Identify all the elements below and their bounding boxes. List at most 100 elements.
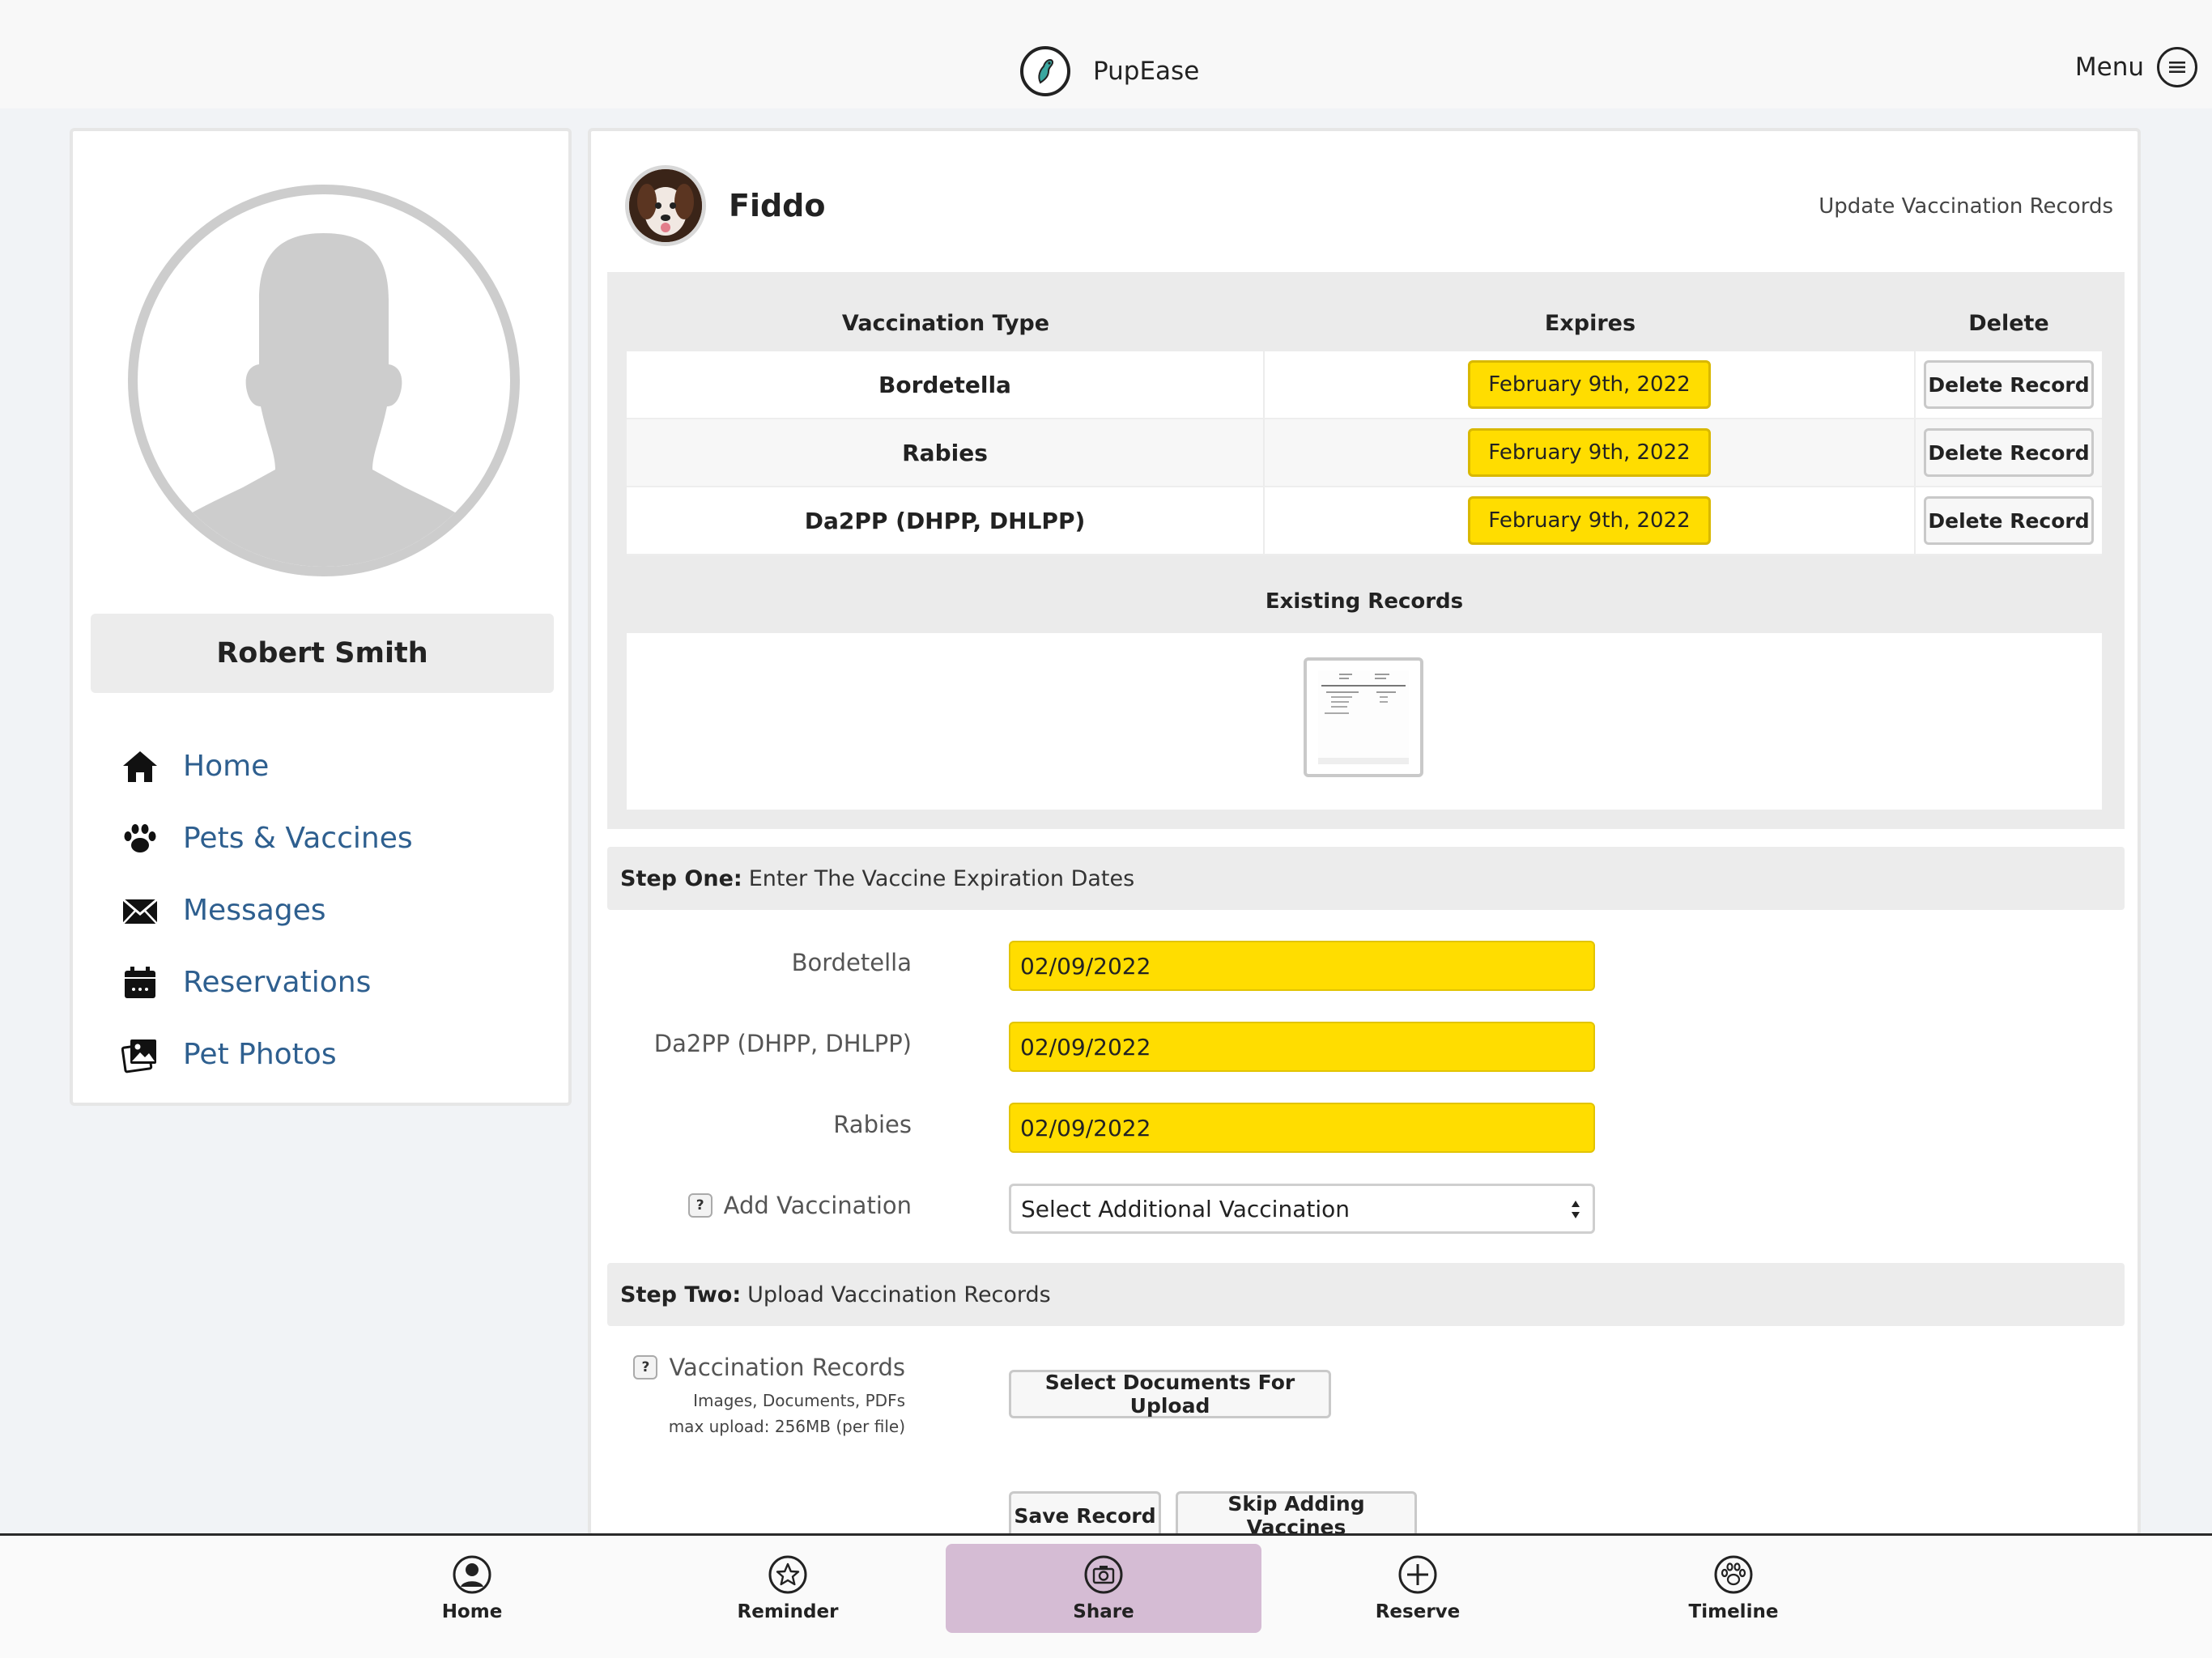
help-icon[interactable]: ?	[687, 1193, 713, 1218]
sidebar-item-messages[interactable]: Messages	[121, 874, 413, 946]
paw-icon	[121, 820, 159, 857]
field-label: Da2PP (DHPP, DHLPP)	[653, 1030, 912, 1057]
vaccine-type-cell: Rabies	[627, 419, 1265, 486]
delete-record-button[interactable]: Delete Record	[1924, 360, 2094, 409]
delete-record-button[interactable]: Delete Record	[1924, 428, 2094, 477]
tab-label: Reserve	[1375, 1601, 1461, 1622]
step-two-title-bold: Step Two:	[620, 1282, 742, 1307]
add-vaccination-row: ? Add Vaccination Select Additional Vacc…	[591, 1184, 2138, 1234]
rabies-row: Rabies	[591, 1103, 2138, 1153]
tab-reserve[interactable]: Reserve	[1260, 1544, 1576, 1633]
tab-label: Timeline	[1688, 1601, 1779, 1622]
expires-cell: February 9th, 2022	[1265, 419, 1916, 486]
tab-share[interactable]: Share	[946, 1544, 1261, 1633]
bottom-tab-bar: Home Reminder Share Reserve Timeline	[0, 1533, 2212, 1658]
user-name: Robert Smith	[91, 614, 554, 693]
expiration-date-badge: February 9th, 2022	[1468, 496, 1711, 545]
delete-cell: Delete Record	[1916, 351, 2102, 418]
sidebar-item-label: Pets & Vaccines	[183, 822, 413, 855]
existing-records-list	[627, 633, 2102, 810]
upload-size-limit: max upload: 256MB (per file)	[668, 1417, 905, 1436]
tab-home[interactable]: Home	[314, 1544, 630, 1633]
tab-label: Share	[1073, 1601, 1134, 1622]
field-label: Vaccination Records	[669, 1354, 905, 1381]
menu-button[interactable]: Menu	[2075, 47, 2197, 87]
camera-icon	[1083, 1554, 1124, 1595]
add-vaccination-label-group: ? Add Vaccination	[687, 1192, 912, 1219]
table-row: Bordetella February 9th, 2022 Delete Rec…	[627, 351, 2102, 419]
da2pp-row: Da2PP (DHPP, DHLPP)	[591, 1022, 2138, 1072]
vaccination-table: Bordetella February 9th, 2022 Delete Rec…	[627, 351, 2102, 555]
expires-cell: February 9th, 2022	[1265, 351, 1916, 418]
pet-avatar[interactable]	[625, 165, 706, 246]
profile-sidebar: Robert Smith Home Pets & Vaccines	[70, 128, 572, 1106]
field-label: Rabies	[833, 1111, 912, 1138]
select-value: Select Additional Vaccination	[1021, 1195, 1350, 1222]
vaccine-type-cell: Da2PP (DHPP, DHLPP)	[627, 487, 1265, 554]
tab-label: Home	[441, 1601, 503, 1622]
column-header-type: Vaccination Type	[841, 311, 1050, 336]
top-bar: PupEase Menu	[0, 0, 2212, 108]
dog-logo-icon	[1020, 46, 1070, 96]
user-avatar	[128, 185, 520, 576]
menu-label: Menu	[2074, 53, 2144, 82]
vaccine-type-cell: Bordetella	[627, 351, 1265, 418]
delete-cell: Delete Record	[1916, 487, 2102, 554]
delete-record-button[interactable]: Delete Record	[1924, 496, 2094, 545]
field-label: Add Vaccination	[723, 1192, 912, 1219]
sidebar-nav: Home Pets & Vaccines Messages	[121, 730, 413, 1090]
upload-file-types: Images, Documents, PDFs	[693, 1391, 905, 1410]
step-one-title-bold: Step One:	[620, 865, 742, 891]
step-two-header: Step Two: Upload Vaccination Records	[607, 1263, 2125, 1326]
document-thumbnail[interactable]	[1304, 657, 1423, 777]
plus-circle-icon	[1397, 1554, 1438, 1595]
table-row: Rabies February 9th, 2022 Delete Record	[627, 419, 2102, 487]
sidebar-item-reservations[interactable]: Reservations	[121, 946, 413, 1018]
upload-title-row: ? Vaccination Records	[633, 1354, 905, 1381]
column-header-expires: Expires	[1544, 311, 1636, 336]
step-one-header: Step One: Enter The Vaccine Expiration D…	[607, 847, 2125, 910]
sidebar-item-pet-photos[interactable]: Pet Photos	[121, 1018, 413, 1090]
brand-name: PupEase	[1093, 57, 1200, 86]
rabies-date-input[interactable]	[1009, 1103, 1595, 1153]
table-row: Da2PP (DHPP, DHLPP) February 9th, 2022 D…	[627, 487, 2102, 555]
update-vaccination-link[interactable]: Update Vaccination Records	[1819, 194, 2113, 219]
save-record-button[interactable]: Save Record	[1009, 1491, 1161, 1533]
bordetella-row: Bordetella	[591, 941, 2138, 991]
select-arrows-icon	[1570, 1199, 1581, 1226]
vaccination-panel: Fiddo Update Vaccination Records Vaccina…	[588, 128, 2141, 1537]
sidebar-item-home[interactable]: Home	[121, 730, 413, 802]
expiration-date-badge: February 9th, 2022	[1468, 428, 1711, 477]
tab-timeline[interactable]: Timeline	[1576, 1544, 1891, 1633]
tab-reminder[interactable]: Reminder	[630, 1544, 946, 1633]
sidebar-item-label: Pet Photos	[183, 1038, 337, 1071]
home-icon	[121, 748, 159, 785]
star-icon	[768, 1554, 808, 1595]
column-header-delete: Delete	[1968, 311, 2049, 336]
paw-circle-icon	[1713, 1554, 1754, 1595]
select-documents-button[interactable]: Select Documents For Upload	[1009, 1370, 1331, 1418]
da2pp-date-input[interactable]	[1009, 1022, 1595, 1072]
calendar-icon	[121, 964, 159, 1001]
pet-name: Fiddo	[729, 188, 826, 223]
expires-cell: February 9th, 2022	[1265, 487, 1916, 554]
existing-records-label: Existing Records	[1265, 589, 1464, 614]
person-icon	[452, 1554, 492, 1595]
sidebar-item-label: Home	[183, 750, 270, 783]
envelope-icon	[121, 892, 159, 929]
additional-vaccination-select[interactable]: Select Additional Vaccination	[1009, 1184, 1595, 1234]
step-two-title: Upload Vaccination Records	[747, 1282, 1051, 1307]
sidebar-item-label: Messages	[183, 894, 326, 927]
field-label: Bordetella	[791, 949, 912, 976]
delete-cell: Delete Record	[1916, 419, 2102, 486]
step-one-title: Enter The Vaccine Expiration Dates	[748, 865, 1135, 891]
bordetella-date-input[interactable]	[1009, 941, 1595, 991]
help-icon[interactable]: ?	[633, 1355, 658, 1380]
sidebar-item-label: Reservations	[183, 966, 372, 999]
upload-label-group: ? Vaccination Records Images, Documents,…	[633, 1354, 905, 1439]
brand[interactable]: PupEase	[1020, 45, 1199, 97]
photos-icon	[121, 1036, 159, 1073]
skip-adding-vaccines-button[interactable]: Skip Adding Vaccines	[1176, 1491, 1417, 1533]
expiration-date-badge: February 9th, 2022	[1468, 360, 1711, 409]
sidebar-item-pets-vaccines[interactable]: Pets & Vaccines	[121, 802, 413, 874]
